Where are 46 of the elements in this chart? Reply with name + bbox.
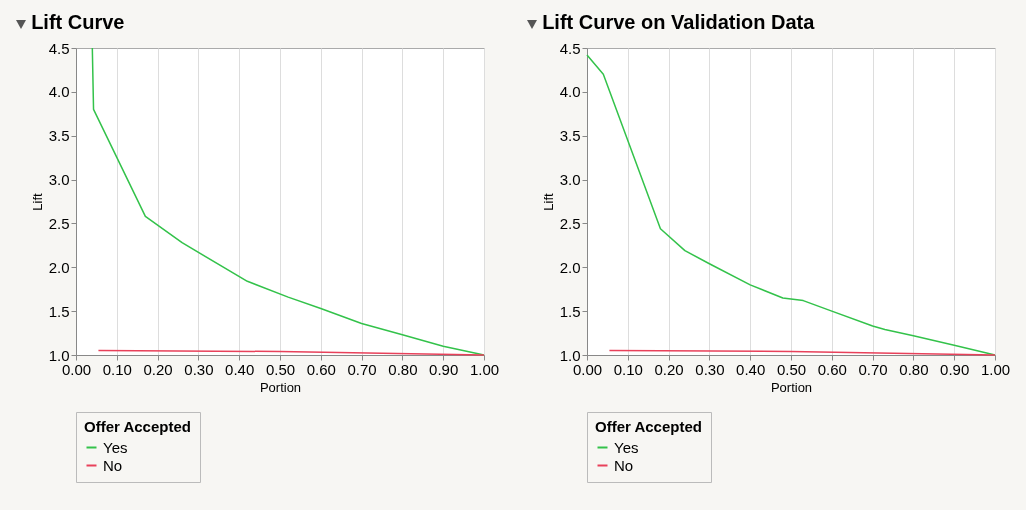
y-tick-label: 4.5 [559, 39, 581, 57]
x-tick-label: 0.30 [695, 360, 725, 378]
x-tick-label: 0.20 [143, 360, 173, 378]
y-tick-label: 4.5 [48, 39, 70, 57]
x-tick-label: 0.40 [225, 360, 255, 378]
x-tick-label: 0.60 [306, 360, 336, 378]
x-tick-label: 0.70 [347, 360, 377, 378]
x-tick-label: 0.50 [265, 360, 296, 378]
x-tick-label: 1.00 [980, 360, 1011, 378]
y-tick-label: 3.5 [559, 127, 581, 145]
y-tick-label: 2.0 [48, 258, 70, 276]
y-tick-label: 3.5 [48, 127, 70, 145]
y-tick-label: 3.0 [559, 171, 581, 189]
x-tick-label: 0.10 [613, 360, 643, 378]
x-tick-label: 0.60 [817, 360, 847, 378]
x-tick-label: 1.00 [469, 360, 500, 378]
y-tick-label: 2.5 [559, 214, 581, 232]
chart-title: Lift Curve on Validation Data [542, 11, 816, 33]
y-axis-title: Lift [540, 192, 556, 211]
x-tick-label: 0.30 [184, 360, 214, 378]
legend-title: Offer Accepted [84, 418, 191, 435]
y-axis-title: Lift [29, 192, 45, 211]
x-axis-title: Portion [259, 379, 302, 395]
y-tick-label: 3.0 [48, 171, 70, 189]
x-tick-label: 0.10 [102, 360, 132, 378]
y-tick-label: 1.5 [559, 302, 581, 320]
x-tick-label: 0.50 [776, 360, 807, 378]
legend-label: Yes [103, 438, 128, 456]
chart-title: Lift Curve [31, 11, 125, 33]
y-tick-label: 4.0 [48, 83, 70, 101]
y-tick-label: 1.5 [48, 302, 70, 320]
y-tick-label: 2.5 [48, 214, 70, 232]
x-tick-label: 0.80 [388, 360, 418, 378]
x-tick-label: 0.80 [899, 360, 929, 378]
y-tick-label: 2.0 [559, 258, 581, 276]
legend-label: Yes [614, 438, 639, 456]
legend-label: No [614, 456, 634, 474]
x-tick-label: 0.40 [736, 360, 766, 378]
x-tick-label: 0.90 [429, 360, 459, 378]
x-tick-label: 0.70 [858, 360, 888, 378]
x-tick-label: 0.20 [654, 360, 684, 378]
legend-label: No [103, 456, 123, 474]
x-tick-label: 0.90 [940, 360, 970, 378]
legend-title: Offer Accepted [595, 418, 702, 435]
y-tick-label: 4.0 [559, 83, 581, 101]
x-axis-title: Portion [770, 379, 813, 395]
